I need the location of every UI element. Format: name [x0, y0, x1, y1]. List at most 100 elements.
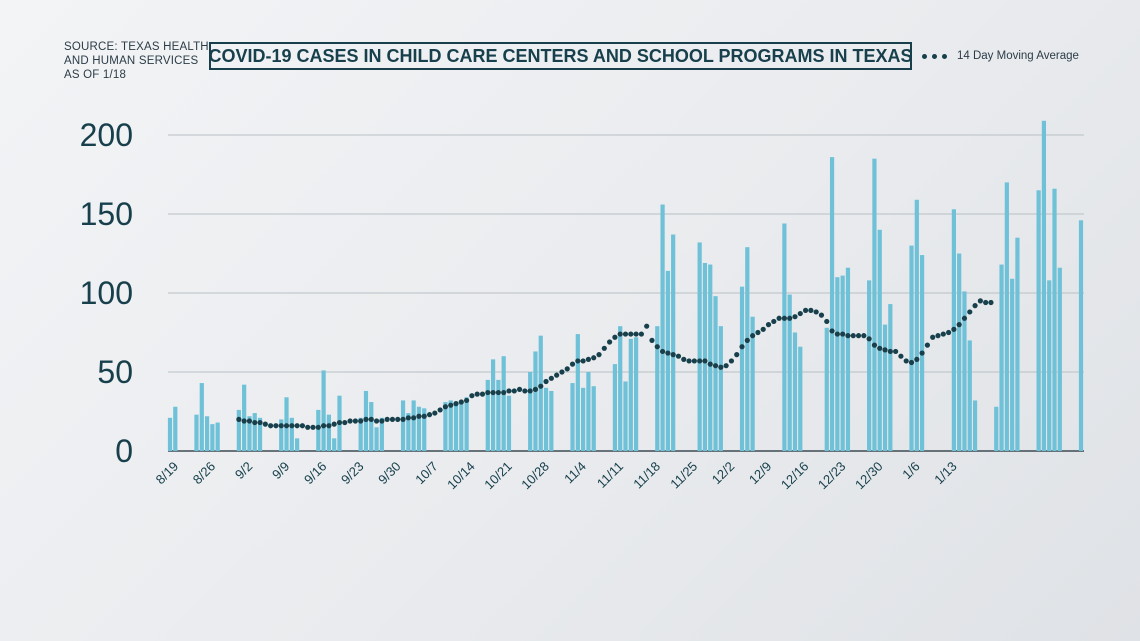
bar: [1010, 278, 1015, 451]
source-line-3: AS OF 1/18: [64, 69, 127, 81]
moving-average-point: [967, 309, 973, 315]
bar: [289, 417, 294, 451]
moving-average-point: [855, 333, 862, 339]
moving-average-point: [527, 388, 533, 394]
bar: [242, 384, 247, 451]
moving-average-point: [787, 315, 793, 321]
bar: [1036, 190, 1041, 452]
bar: [872, 158, 877, 451]
x-tick-label: 1/13: [931, 459, 960, 488]
bar: [453, 403, 459, 451]
bar: [215, 422, 220, 451]
bar: [369, 402, 374, 451]
bar: [829, 157, 835, 451]
moving-average-point: [723, 363, 729, 369]
moving-average-point: [622, 331, 629, 337]
moving-average-point: [299, 423, 306, 429]
moving-average-point: [395, 416, 401, 422]
bar: [528, 372, 533, 451]
bar: [612, 364, 618, 451]
moving-average-point: [347, 418, 353, 424]
moving-average-point: [840, 331, 846, 337]
source-line-2: AND HUMAN SERVICES: [64, 55, 199, 67]
moving-average-point: [813, 309, 819, 315]
bar: [1004, 182, 1009, 451]
bar: [972, 400, 978, 451]
moving-average-point: [670, 352, 676, 358]
x-tick-label: 12/23: [815, 459, 849, 493]
moving-average-point: [262, 421, 268, 427]
bar: [496, 379, 501, 451]
moving-average-point: [485, 389, 491, 396]
moving-average-point: [887, 348, 893, 355]
bar: [787, 294, 792, 451]
bar: [448, 400, 453, 451]
bar: [967, 340, 972, 451]
moving-average-point: [474, 391, 480, 397]
bar: [914, 199, 919, 451]
moving-average-point: [421, 413, 427, 419]
bar: [882, 324, 888, 451]
bar: [252, 413, 257, 451]
dotted-line-swatch: [922, 53, 947, 59]
moving-average-point: [554, 372, 560, 378]
moving-average-point: [543, 378, 549, 385]
moving-average-line: [236, 298, 994, 430]
moving-average-point: [331, 421, 337, 427]
x-tick-label: 10/7: [412, 459, 441, 488]
moving-average-point: [432, 410, 438, 416]
bar: [247, 416, 252, 451]
moving-average-point: [405, 415, 411, 421]
moving-average-point: [580, 358, 586, 364]
bar: [490, 359, 496, 451]
bar: [575, 334, 580, 451]
moving-average-point: [426, 412, 433, 418]
moving-average-point: [956, 322, 962, 328]
moving-average-point: [268, 423, 274, 429]
bar: [236, 409, 241, 451]
moving-average-point: [305, 424, 311, 430]
bar: [655, 326, 660, 451]
moving-average-point: [861, 333, 867, 339]
moving-average-point: [834, 331, 840, 337]
bar: [199, 383, 204, 451]
bars: [167, 120, 1084, 452]
moving-average-point: [871, 342, 878, 348]
moving-average-point: [278, 423, 284, 429]
moving-average-point: [522, 388, 528, 394]
bar: [459, 402, 464, 451]
moving-average-point: [310, 424, 316, 430]
bar: [374, 427, 379, 451]
bar: [406, 413, 411, 451]
bar: [533, 351, 538, 451]
bar: [506, 395, 512, 451]
moving-average-point: [326, 423, 332, 429]
x-tick-label: 11/25: [667, 459, 700, 492]
bar: [840, 275, 845, 451]
bar: [591, 386, 596, 451]
x-tick-label: 10/28: [518, 459, 552, 493]
moving-average-point: [898, 353, 904, 359]
moving-average-point: [930, 334, 936, 340]
bar: [443, 402, 448, 451]
moving-average-point: [633, 331, 639, 337]
bar: [1052, 188, 1057, 451]
bar: [1078, 220, 1084, 451]
moving-average-point: [765, 322, 772, 328]
x-tick-label: 12/30: [852, 459, 886, 493]
bar: [702, 262, 708, 451]
x-axis: 8/19 8/26 9/2 9/9 9/16 9/23 9/30 10/7 10/14 10/21…: [153, 459, 960, 493]
moving-average-point: [453, 401, 459, 407]
moving-average-point: [712, 363, 719, 369]
bar: [867, 280, 872, 451]
source-note: SOURCE: TEXAS HEALTH AND HUMAN SERVICES …: [64, 40, 214, 82]
bar: [416, 406, 422, 451]
moving-average-point: [983, 299, 989, 306]
bar: [581, 387, 586, 451]
bar: [485, 379, 490, 451]
moving-average-point: [448, 402, 454, 408]
bar: [750, 316, 755, 451]
bar: [538, 335, 543, 451]
bar: [167, 417, 173, 451]
bar: [824, 327, 829, 451]
